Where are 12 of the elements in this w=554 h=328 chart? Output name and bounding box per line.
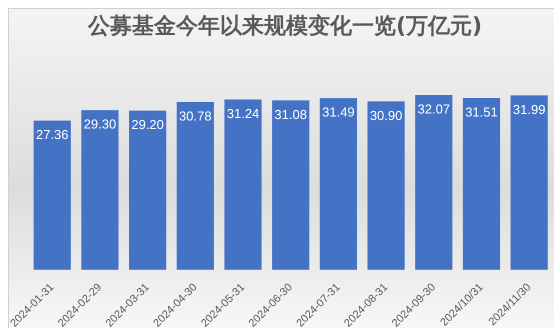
data-label: 29.30 [84, 116, 116, 132]
data-label: 31.99 [512, 102, 546, 117]
data-label: 30.90 [370, 108, 402, 123]
data-label: 30.78 [179, 108, 212, 124]
data-label: 29.20 [131, 117, 164, 132]
chart-title: 公募基金今年以来规模变化一览(万亿元) [86, 12, 484, 41]
data-label: 32.07 [418, 102, 450, 117]
data-label: 31.51 [465, 104, 498, 120]
data-label: 27.36 [36, 127, 69, 142]
data-label: 31.49 [322, 104, 355, 120]
data-label: 31.08 [274, 106, 307, 122]
data-label: 31.24 [226, 106, 260, 122]
